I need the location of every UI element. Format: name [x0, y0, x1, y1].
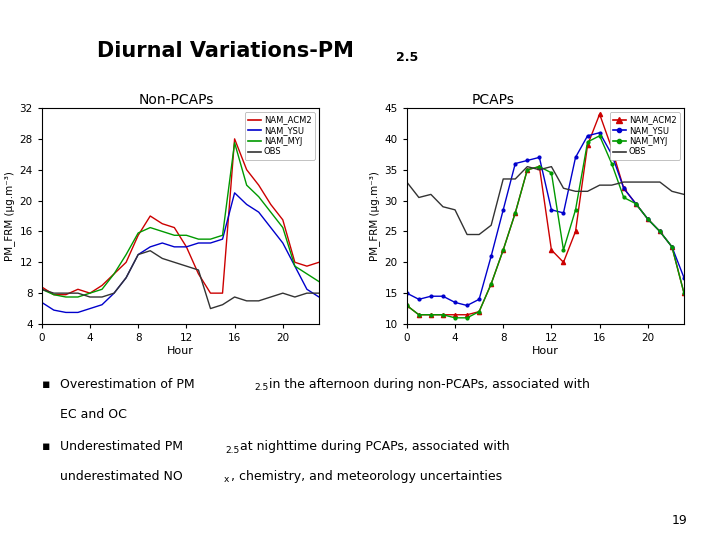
Text: Diurnal Variations-PM: Diurnal Variations-PM [97, 41, 354, 62]
Legend: NAM_ACM2, NAM_YSU, NAM_MYJ, OBS: NAM_ACM2, NAM_YSU, NAM_MYJ, OBS [245, 112, 315, 160]
Text: Non-PCAPs: Non-PCAPs [139, 93, 214, 107]
Text: x: x [224, 475, 229, 484]
Text: ▪: ▪ [42, 378, 50, 391]
Text: PCAPs: PCAPs [472, 93, 515, 107]
Y-axis label: PM_FRM (μg.m⁻³): PM_FRM (μg.m⁻³) [4, 171, 15, 261]
Text: 2.5: 2.5 [396, 51, 418, 64]
Legend: NAM_ACM2, NAM_YSU, NAM_MYJ, OBS: NAM_ACM2, NAM_YSU, NAM_MYJ, OBS [610, 112, 680, 160]
Text: , chemistry, and meteorology uncertainties: , chemistry, and meteorology uncertainti… [231, 470, 503, 483]
Text: 19: 19 [672, 514, 688, 526]
Text: 2.5: 2.5 [225, 446, 240, 455]
Text: 2.5: 2.5 [254, 383, 269, 393]
X-axis label: Hour: Hour [532, 346, 559, 356]
Text: underestimated NO: underestimated NO [60, 470, 182, 483]
Text: Underestimated PM: Underestimated PM [60, 441, 183, 454]
Text: at nighttime during PCAPs, associated with: at nighttime during PCAPs, associated wi… [236, 441, 510, 454]
Text: in the afternoon during non-PCAPs, associated with: in the afternoon during non-PCAPs, assoc… [265, 378, 590, 391]
Text: EC and OC: EC and OC [60, 408, 127, 421]
X-axis label: Hour: Hour [167, 346, 194, 356]
Text: Overestimation of PM: Overestimation of PM [60, 378, 194, 391]
Y-axis label: PM_FRM (μg.m⁻³): PM_FRM (μg.m⁻³) [369, 171, 380, 261]
Text: ▪: ▪ [42, 441, 50, 454]
Text: N: N [29, 44, 54, 72]
